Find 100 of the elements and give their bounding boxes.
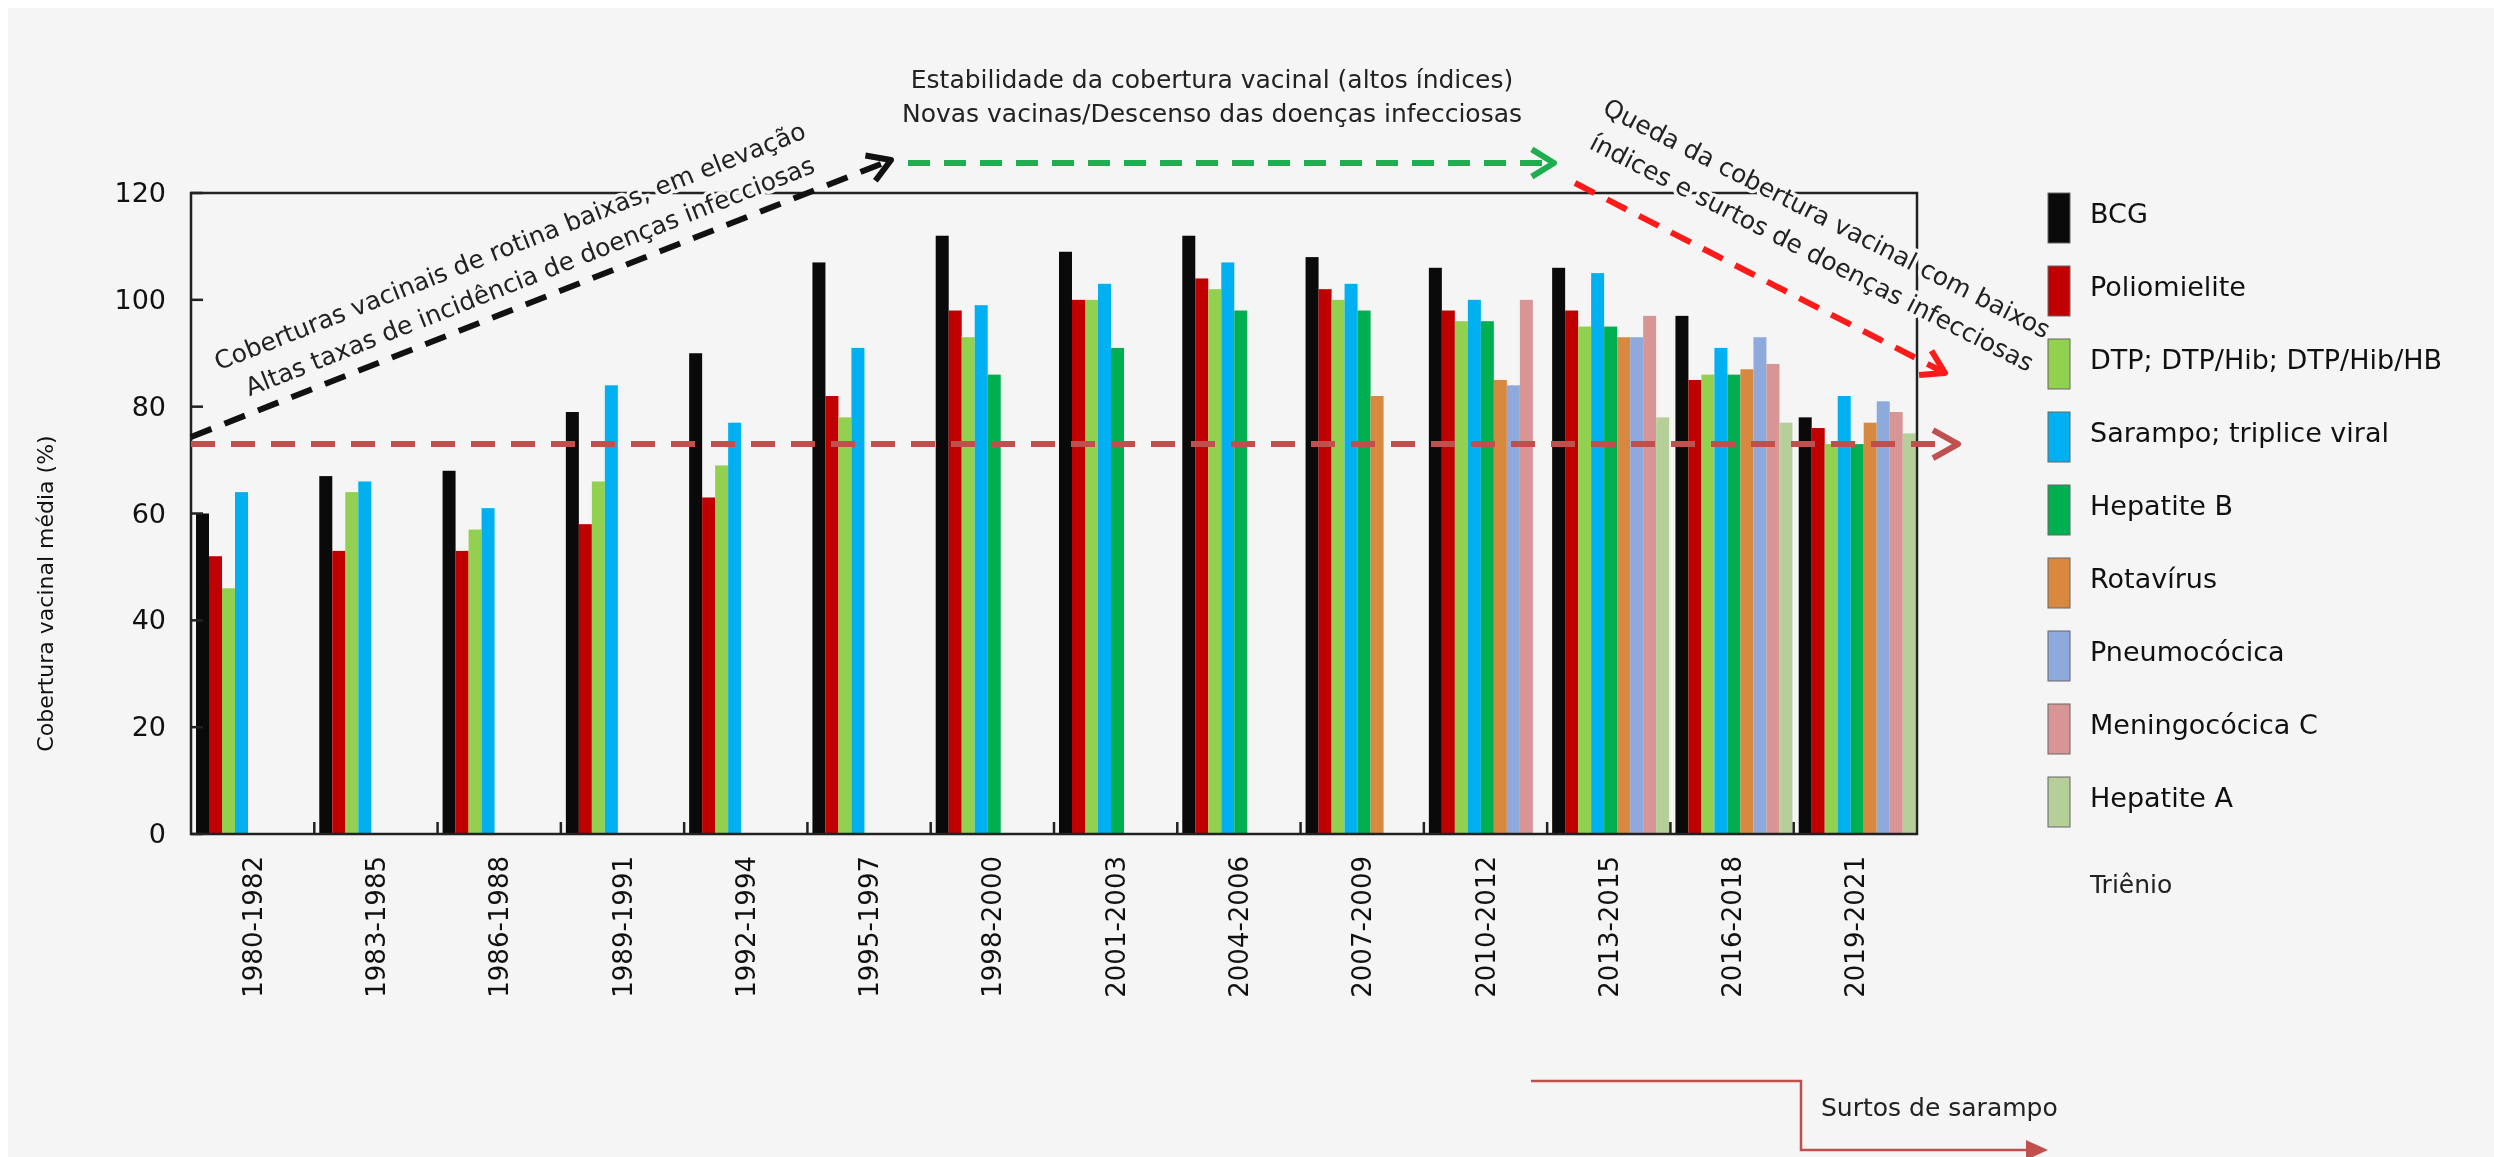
y-tick-label: 60 <box>131 497 166 529</box>
bar <box>455 550 469 834</box>
bar <box>987 374 1001 834</box>
bar <box>935 235 949 834</box>
bar <box>1428 267 1442 834</box>
y-tick-label: 100 <box>114 283 166 315</box>
x-tick-label: 2001-2003 <box>1100 856 1131 998</box>
bar <box>1811 428 1825 834</box>
bar <box>1493 379 1507 834</box>
bar <box>319 476 333 834</box>
x-tick-label: 1995-1997 <box>854 856 885 998</box>
bar <box>578 524 592 834</box>
bar <box>728 422 742 834</box>
bar <box>1740 369 1754 834</box>
bar <box>1630 337 1644 834</box>
bar <box>1331 299 1345 834</box>
legend-label: Hepatite A <box>2090 782 2234 813</box>
bar <box>1221 262 1235 834</box>
bar <box>1344 283 1358 834</box>
bar <box>358 481 372 834</box>
bar <box>1506 385 1520 834</box>
y-tick-label: 120 <box>114 177 166 208</box>
x-tick-label: 1992-1994 <box>730 856 761 998</box>
bar <box>1863 422 1877 834</box>
text: Novas vacinas/Descenso das doenças infecciosas <box>901 99 1523 128</box>
bar <box>1727 374 1741 834</box>
bar <box>345 492 359 834</box>
bar <box>1552 267 1566 834</box>
bar <box>1889 412 1903 834</box>
bar <box>1766 363 1780 834</box>
bar <box>1714 347 1728 834</box>
text: Estabilidade da cobertura vacinal (altos índices) <box>910 65 1514 94</box>
legend-label: Poliomielite <box>2090 271 2246 302</box>
legend-label: Pneumocócica <box>2090 636 2285 667</box>
bar <box>1824 444 1838 834</box>
bar <box>948 310 962 834</box>
bar <box>1837 395 1851 834</box>
x-tick-label: 1986-1988 <box>484 856 515 998</box>
bar <box>1753 337 1767 834</box>
bar <box>1454 321 1468 834</box>
bar <box>1182 235 1196 834</box>
bar <box>1798 417 1812 834</box>
legend-label: BCG <box>2090 198 2148 229</box>
bar <box>442 470 456 834</box>
legend-label: DTP; DTP/Hib; DTP/Hib/HB <box>2090 344 2443 375</box>
x-tick-label: 2019-2021 <box>1840 856 1871 998</box>
bar <box>974 305 988 834</box>
bar <box>1208 289 1222 834</box>
bar <box>1688 379 1702 834</box>
bar <box>825 395 839 834</box>
bar <box>1604 326 1618 834</box>
bar <box>468 529 482 834</box>
bar <box>196 513 209 834</box>
x-tick-label: 1983-1985 <box>360 856 391 998</box>
text: Triênio <box>2089 870 2173 899</box>
bar <box>1850 444 1864 834</box>
bar <box>715 465 729 834</box>
bar <box>1357 310 1371 834</box>
bar <box>1902 433 1916 834</box>
bar <box>689 353 703 834</box>
bar <box>1578 326 1592 834</box>
legend-label: Hepatite B <box>2090 490 2233 521</box>
bar <box>1701 374 1715 834</box>
bar <box>1111 347 1124 834</box>
bar <box>1234 310 1248 834</box>
bar <box>838 417 852 834</box>
bar <box>222 588 235 834</box>
bar <box>1085 299 1098 834</box>
bar <box>1370 395 1384 834</box>
y-axis-title: Cobertura vacinal média (%) <box>33 435 58 752</box>
bar <box>1072 299 1085 834</box>
x-tick-label: 2016-2018 <box>1717 856 1748 998</box>
legend-label: Sarampo; triplice viral <box>2090 417 2389 448</box>
x-tick-label: 2004-2006 <box>1223 856 1254 998</box>
bar <box>1675 315 1689 834</box>
bar <box>1441 310 1455 834</box>
bar <box>1195 278 1209 834</box>
bar <box>1467 299 1481 834</box>
x-tick-label: 2007-2009 <box>1347 856 1378 998</box>
bar <box>702 497 716 834</box>
bar <box>812 262 826 834</box>
bar <box>332 550 346 834</box>
bar <box>851 347 865 834</box>
bar <box>209 556 222 834</box>
text: Surtos de sarampo <box>1821 1093 2058 1122</box>
y-tick-label: 0 <box>148 818 166 849</box>
bar <box>604 385 618 834</box>
bar <box>1059 251 1072 834</box>
bar <box>1591 273 1605 834</box>
bar <box>1480 321 1494 834</box>
bar <box>1876 401 1890 834</box>
bar <box>1643 315 1657 834</box>
y-tick-label: 20 <box>131 711 166 743</box>
bar <box>1779 422 1793 834</box>
bar <box>1318 289 1332 834</box>
bar <box>565 412 579 834</box>
bar <box>591 481 605 834</box>
bar <box>1565 310 1579 834</box>
x-tick-label: 1980-1982 <box>237 856 268 998</box>
x-tick-label: 1989-1991 <box>607 856 638 998</box>
